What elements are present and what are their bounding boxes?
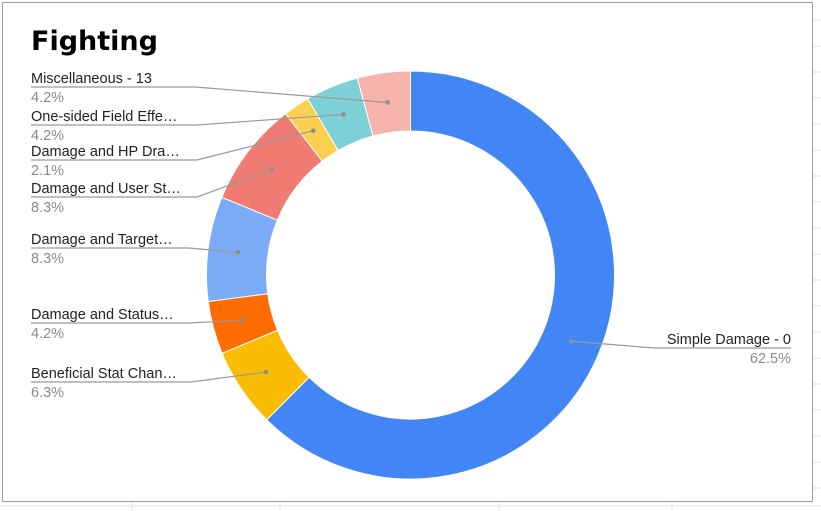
donut-slices — [206, 70, 615, 480]
slice-anchor-dot — [385, 100, 390, 105]
slice-anchor-dot — [569, 338, 574, 344]
slice-percent-label: 62.5% — [750, 351, 791, 367]
slice-category-label: Simple Damage - 0 — [667, 332, 791, 348]
slice-anchor-dot — [235, 250, 241, 255]
slice-anchor-dot — [341, 112, 346, 117]
slice-anchor-dot — [269, 167, 275, 172]
slice-percent-label: 4.2% — [31, 128, 64, 144]
slice-category-label: Damage and Target… — [31, 232, 173, 248]
slice-category-label: Beneficial Stat Chan… — [31, 366, 177, 382]
label-leader-line — [31, 168, 273, 198]
label-leader-line — [31, 86, 388, 104]
label-leader-line — [571, 340, 791, 349]
chart-title: Fighting — [31, 26, 158, 57]
label-leader-line — [31, 113, 344, 126]
donut-chart: Fighting Simple Damage - 0 62.5% Beneficia… — [31, 26, 791, 480]
donut-slice[interactable] — [266, 70, 615, 480]
slice-percent-label: 4.2% — [31, 326, 64, 342]
label-leader-line — [31, 247, 239, 253]
chart-container[interactable]: Fighting Simple Damage - 0 62.5% Beneficia… — [2, 2, 813, 502]
label-leader-line — [31, 371, 267, 383]
label-leader-line — [31, 130, 314, 161]
label-leader-line — [31, 319, 243, 324]
slice-anchor-dot — [263, 369, 269, 375]
slice-percent-label: 2.1% — [31, 163, 64, 179]
slice-anchor-dot — [310, 128, 316, 134]
slice-percent-label: 8.3% — [31, 200, 64, 216]
slice-category-label: Miscellaneous - 13 — [31, 71, 152, 87]
slice-labels: Simple Damage - 0 62.5% Beneficial Stat Ch… — [31, 71, 791, 401]
slice-percent-label: 4.2% — [31, 90, 64, 106]
slice-category-label: Damage and Status… — [31, 307, 174, 323]
slice-category-label: Damage and User St… — [31, 181, 181, 197]
slice-anchor-dot — [240, 317, 245, 323]
slice-category-label: Damage and HP Dra… — [31, 144, 180, 160]
slice-percent-label: 8.3% — [31, 251, 64, 267]
slice-percent-label: 6.3% — [31, 385, 64, 401]
slice-category-label: One-sided Field Effe… — [31, 109, 177, 125]
donut-slice[interactable] — [356, 70, 411, 137]
